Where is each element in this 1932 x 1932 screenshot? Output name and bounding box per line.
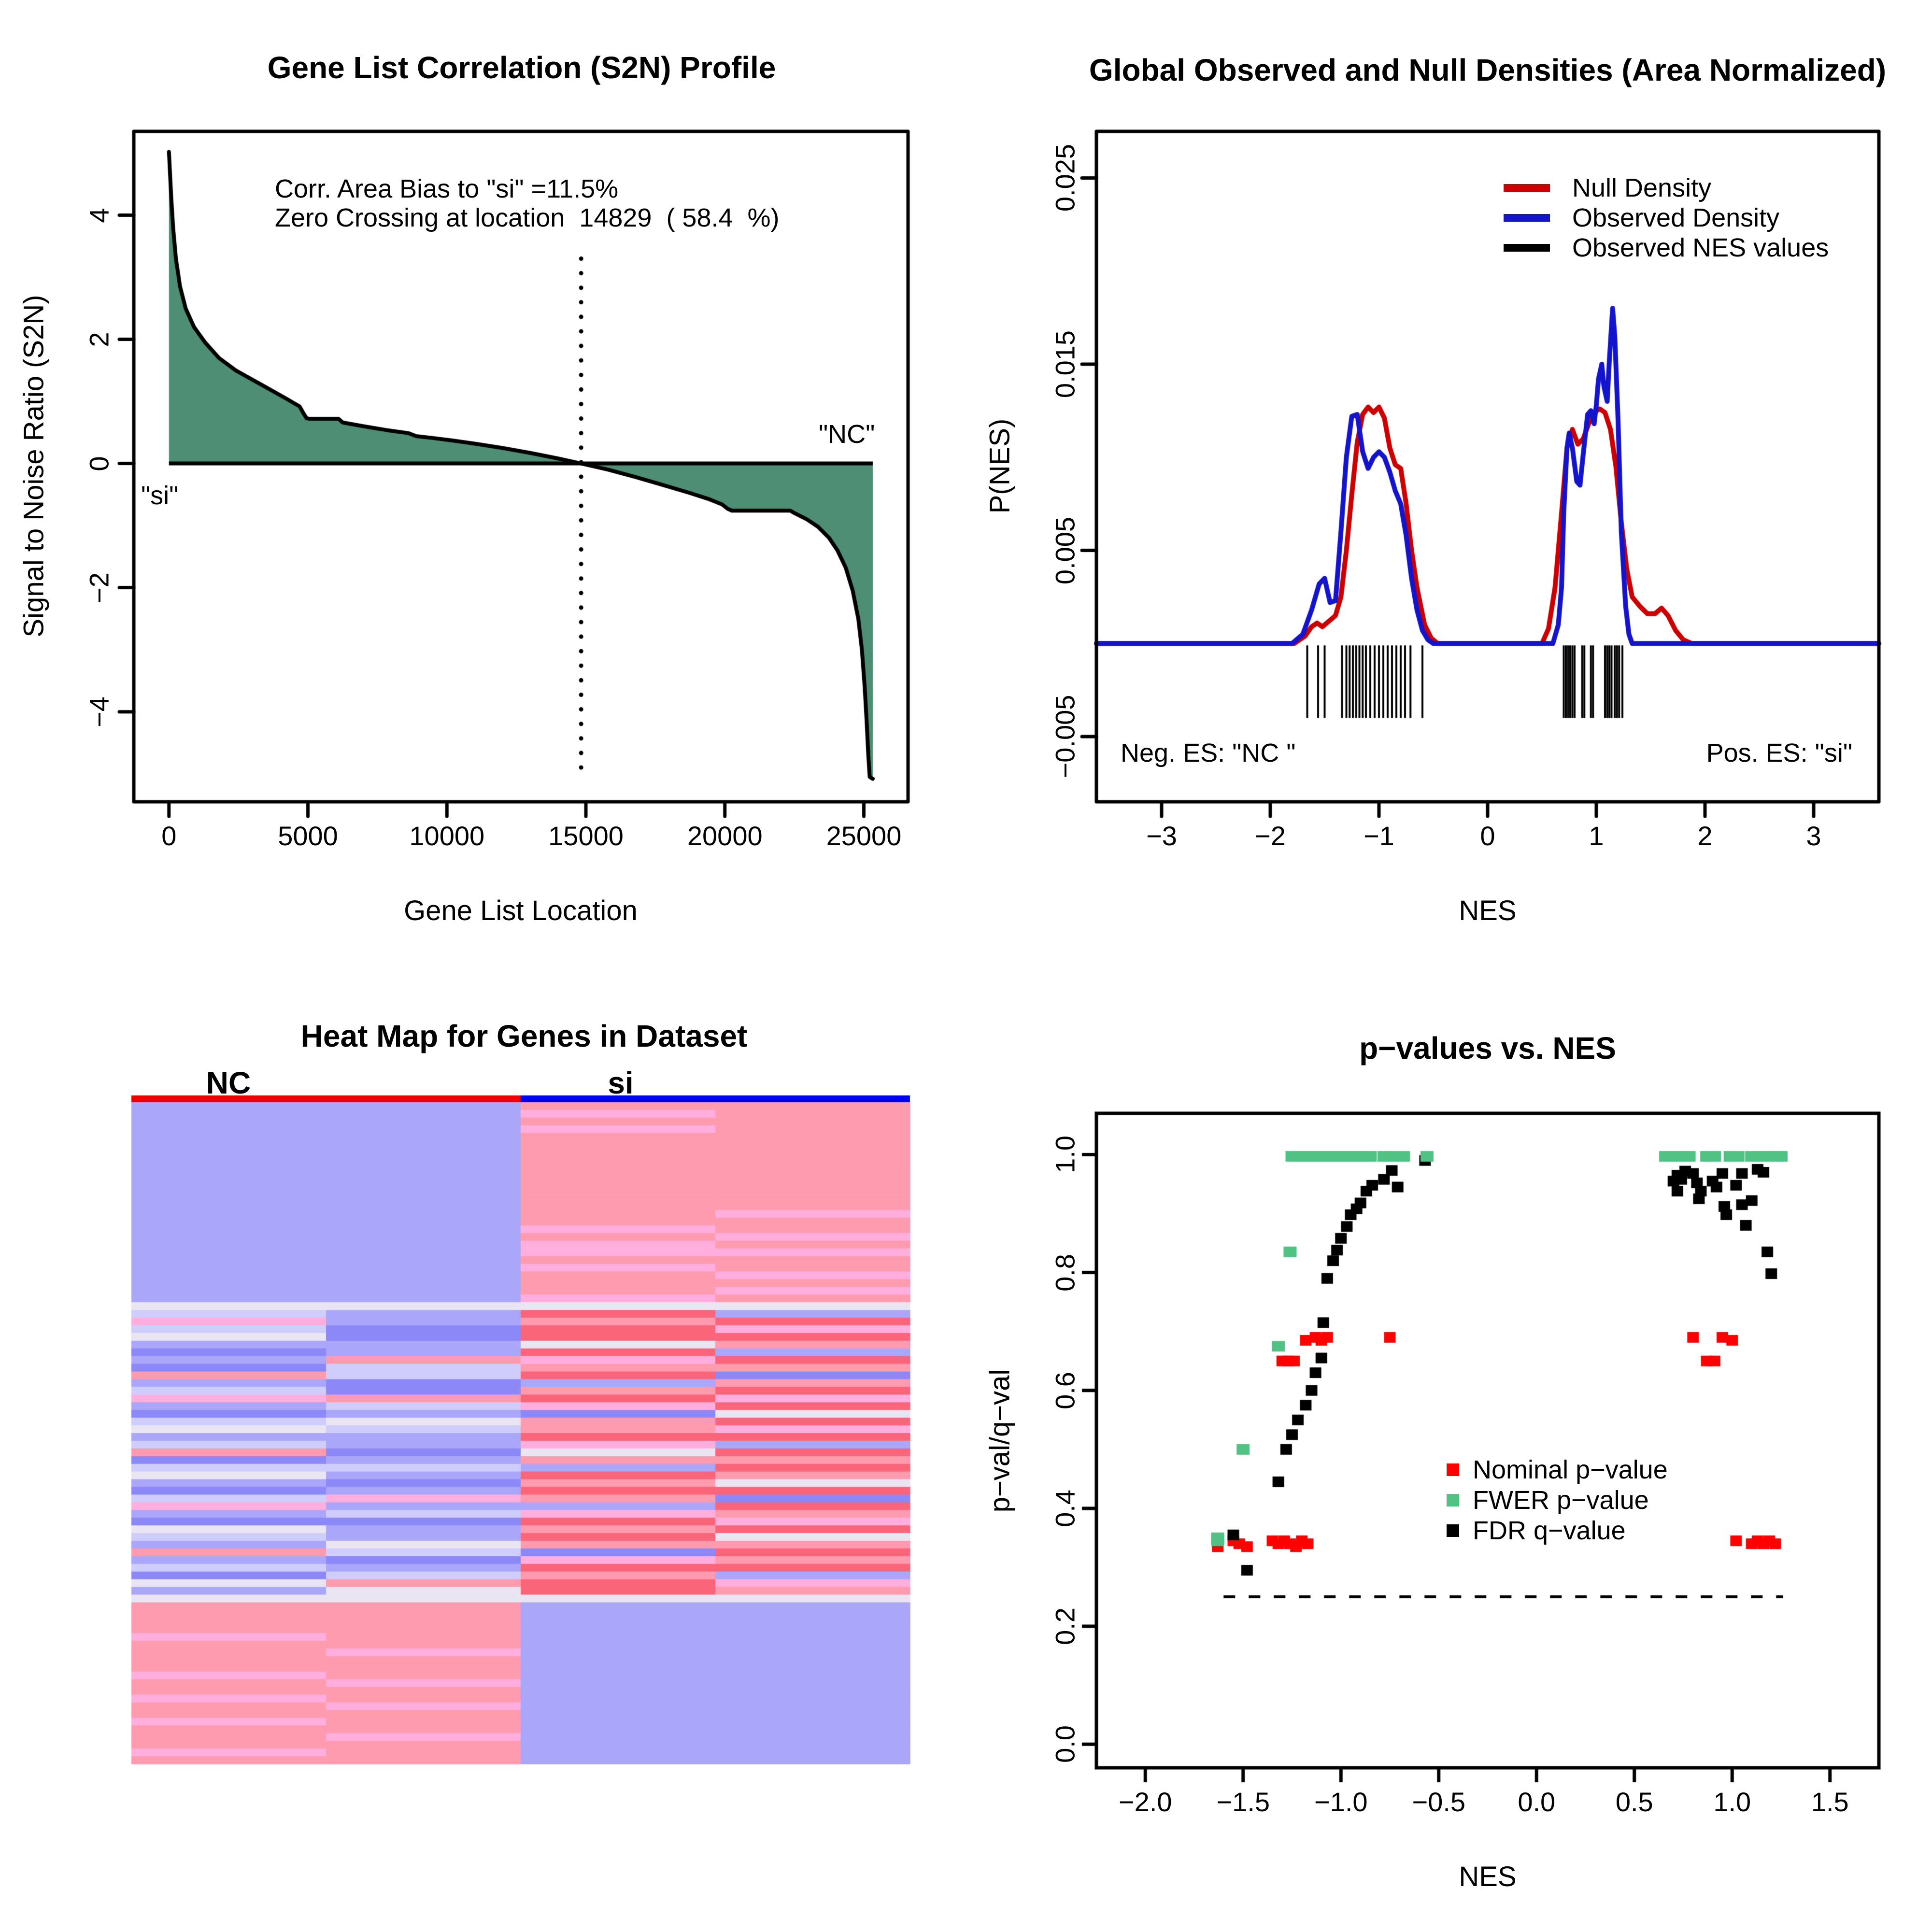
x-tick-label: 25000 xyxy=(826,821,902,851)
x-tick-label: 0 xyxy=(1480,821,1495,851)
x-tick-label: 10000 xyxy=(409,821,485,851)
x-tick-label: −3 xyxy=(1146,821,1177,851)
x-tick-label: 1 xyxy=(1589,821,1604,851)
panel-title-densities: Global Observed and Null Densities (Area… xyxy=(1089,53,1887,87)
fwer-pvalue-swatch xyxy=(1447,1494,1459,1506)
x-tick-label: 3 xyxy=(1806,821,1821,851)
x-tick-label: 2 xyxy=(1697,821,1713,851)
nominal-pvalue-swatch xyxy=(1447,1463,1459,1476)
panel-title-heatmap: Heat Map for Genes in Dataset xyxy=(300,1019,748,1053)
group-label-nc: NC xyxy=(206,1065,251,1100)
x-tick-label: 0.0 xyxy=(1518,1787,1556,1817)
legend-label: Observed Density xyxy=(1572,203,1780,232)
x-tick-label: 0.5 xyxy=(1615,1787,1653,1817)
y-axis-label-pvalues: p−val/q−val xyxy=(984,1369,1016,1513)
y-tick-label: 0.8 xyxy=(1050,1253,1080,1292)
panel-title-s2n: Gene List Correlation (S2N) Profile xyxy=(267,50,776,85)
x-tick-label: −1 xyxy=(1364,821,1394,851)
heatmap-canvas xyxy=(0,966,966,1932)
y-tick-label: 1.0 xyxy=(1050,1136,1080,1174)
si-curve-label: "si" xyxy=(141,481,179,510)
legend-item-observed-density: Observed Density xyxy=(1504,203,1779,233)
y-axis-label-s2n: Signal to Noise Ratio (S2N) xyxy=(18,295,50,638)
x-tick-label: −2.0 xyxy=(1118,1787,1172,1817)
y-tick-label: 0.015 xyxy=(1050,330,1080,398)
panel-pvalues-vs-nes: p−values vs. NES Nominal p−value FWER p−… xyxy=(966,966,1932,1932)
corr-area-bias-annotation: Corr. Area Bias to "si" =11.5% xyxy=(275,174,619,203)
zero-crossing-annotation: Zero Crossing at location 14829 ( 58.4 %… xyxy=(275,203,780,232)
y-tick-label: 0.005 xyxy=(1050,516,1080,584)
y-tick-label: 0 xyxy=(84,455,114,471)
y-tick-label: 0.2 xyxy=(1050,1607,1080,1645)
fdr-qvalue-swatch xyxy=(1447,1524,1459,1537)
legend-label: FDR q−value xyxy=(1473,1516,1626,1545)
x-tick-label: 1.5 xyxy=(1811,1787,1849,1817)
s2n-plot-canvas xyxy=(0,0,966,966)
y-axis-label-densities: P(NES) xyxy=(984,418,1016,514)
pvalues-plot-canvas xyxy=(966,966,1932,1932)
nc-curve-label: "NC" xyxy=(819,420,875,449)
y-tick-label: 0.025 xyxy=(1050,144,1080,212)
legend-label: Observed NES values xyxy=(1572,233,1829,262)
y-tick-label: 0.0 xyxy=(1050,1725,1080,1763)
x-tick-label: 0 xyxy=(161,821,177,851)
legend-item-fwer-pvalue: FWER p−value xyxy=(1447,1485,1649,1515)
x-axis-label-pvalues: NES xyxy=(1459,1861,1517,1892)
legend-item-observed-nes: Observed NES values xyxy=(1504,233,1829,263)
x-tick-label: −1.0 xyxy=(1314,1787,1368,1817)
legend-label: FWER p−value xyxy=(1473,1486,1649,1515)
x-tick-label: −2 xyxy=(1255,821,1286,851)
x-tick-label: −1.5 xyxy=(1216,1787,1270,1817)
y-tick-label: 0.6 xyxy=(1050,1371,1080,1409)
y-tick-label: 0.4 xyxy=(1050,1489,1080,1527)
y-tick-label: −4 xyxy=(84,696,114,727)
panel-global-densities: Global Observed and Null Densities (Area… xyxy=(966,0,1932,966)
panel-title-pvalues: p−values vs. NES xyxy=(1359,1031,1616,1065)
legend-item-nominal-pvalue: Nominal p−value xyxy=(1447,1455,1668,1485)
group-label-si: si xyxy=(608,1065,634,1100)
y-tick-label: −2 xyxy=(84,572,114,603)
x-tick-label: 1.0 xyxy=(1713,1787,1751,1817)
observed-nes-line-swatch xyxy=(1504,244,1550,252)
x-tick-label: −0.5 xyxy=(1412,1787,1466,1817)
neg-es-text: Neg. ES: "NC " xyxy=(1121,739,1296,767)
legend-item-null-density: Null Density xyxy=(1504,173,1711,203)
density-plot-canvas xyxy=(966,0,1932,966)
x-axis-label-s2n: Gene List Location xyxy=(404,895,638,926)
pos-es-text: Pos. ES: "si" xyxy=(1706,739,1852,767)
y-tick-label: −0.005 xyxy=(1050,695,1080,779)
x-tick-label: 15000 xyxy=(548,821,624,851)
legend-label: Null Density xyxy=(1572,173,1712,202)
legend-label: Nominal p−value xyxy=(1473,1455,1668,1484)
observed-density-line-swatch xyxy=(1504,214,1550,222)
panel-s2n-profile: Gene List Correlation (S2N) Profile Corr… xyxy=(0,0,966,966)
x-tick-label: 20000 xyxy=(687,821,763,851)
y-tick-label: 4 xyxy=(84,207,114,223)
x-axis-label-densities: NES xyxy=(1459,895,1517,926)
panel-heatmap: Heat Map for Genes in Dataset NC si xyxy=(0,966,966,1932)
null-density-line-swatch xyxy=(1504,184,1550,192)
x-tick-label: 5000 xyxy=(278,821,338,851)
y-tick-label: 2 xyxy=(84,331,114,347)
legend-item-fdr-qvalue: FDR q−value xyxy=(1447,1516,1626,1546)
